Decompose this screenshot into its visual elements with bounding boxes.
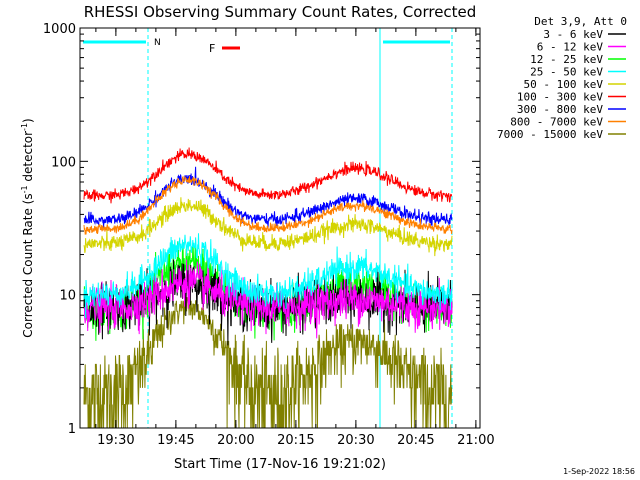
series-line — [84, 148, 452, 204]
y-axis-label-sup1: -1 — [20, 185, 29, 193]
y-axis-label-main: Corrected Count Rate (s — [21, 193, 35, 337]
legend-label: 50 - 100 keV — [524, 78, 604, 91]
legend-label: 3 - 6 keV — [543, 28, 603, 41]
x-tick-label: 21:00 — [457, 433, 494, 448]
x-tick-label: 19:30 — [97, 433, 134, 448]
x-tick-label: 20:15 — [277, 433, 314, 448]
y-axis-label-sup2: -1 — [20, 123, 29, 131]
y-tick-label: 1000 — [43, 22, 76, 37]
y-axis-label: Corrected Count Rate (s-1 detector-1) — [20, 118, 35, 337]
legend-label: 300 - 800 keV — [517, 103, 603, 116]
series-line — [84, 176, 452, 235]
x-tick-label: 20:00 — [217, 433, 254, 448]
legend-label: 7000 - 15000 keV — [497, 128, 603, 141]
y-axis-label-end: ) — [21, 118, 35, 123]
attenuator-flag: F — [209, 42, 215, 55]
legend-label: 800 - 7000 keV — [510, 116, 603, 129]
chart-title: RHESSI Observing Summary Count Rates, Co… — [84, 3, 477, 21]
y-tick-label: 1 — [68, 422, 76, 437]
y-tick-label: 100 — [51, 155, 76, 170]
x-tick-label: 19:45 — [157, 433, 194, 448]
legend-label: 6 - 12 keV — [537, 41, 604, 54]
legend-label: 25 - 50 keV — [530, 66, 603, 79]
night-flag: N — [154, 38, 161, 48]
y-tick-label: 10 — [59, 289, 76, 304]
x-tick-label: 20:30 — [337, 433, 374, 448]
legend-label: 12 - 25 keV — [530, 53, 603, 66]
legend-header: Det 3,9, Att 0 — [534, 15, 627, 28]
legend-label: 100 - 300 keV — [517, 91, 603, 104]
x-tick-label: 20:45 — [397, 433, 434, 448]
y-axis-label-mid: detector — [21, 131, 35, 186]
footer-date: 1-Sep-2022 18:56 — [563, 467, 635, 476]
x-axis-label: Start Time (17-Nov-16 19:21:02) — [174, 457, 386, 472]
